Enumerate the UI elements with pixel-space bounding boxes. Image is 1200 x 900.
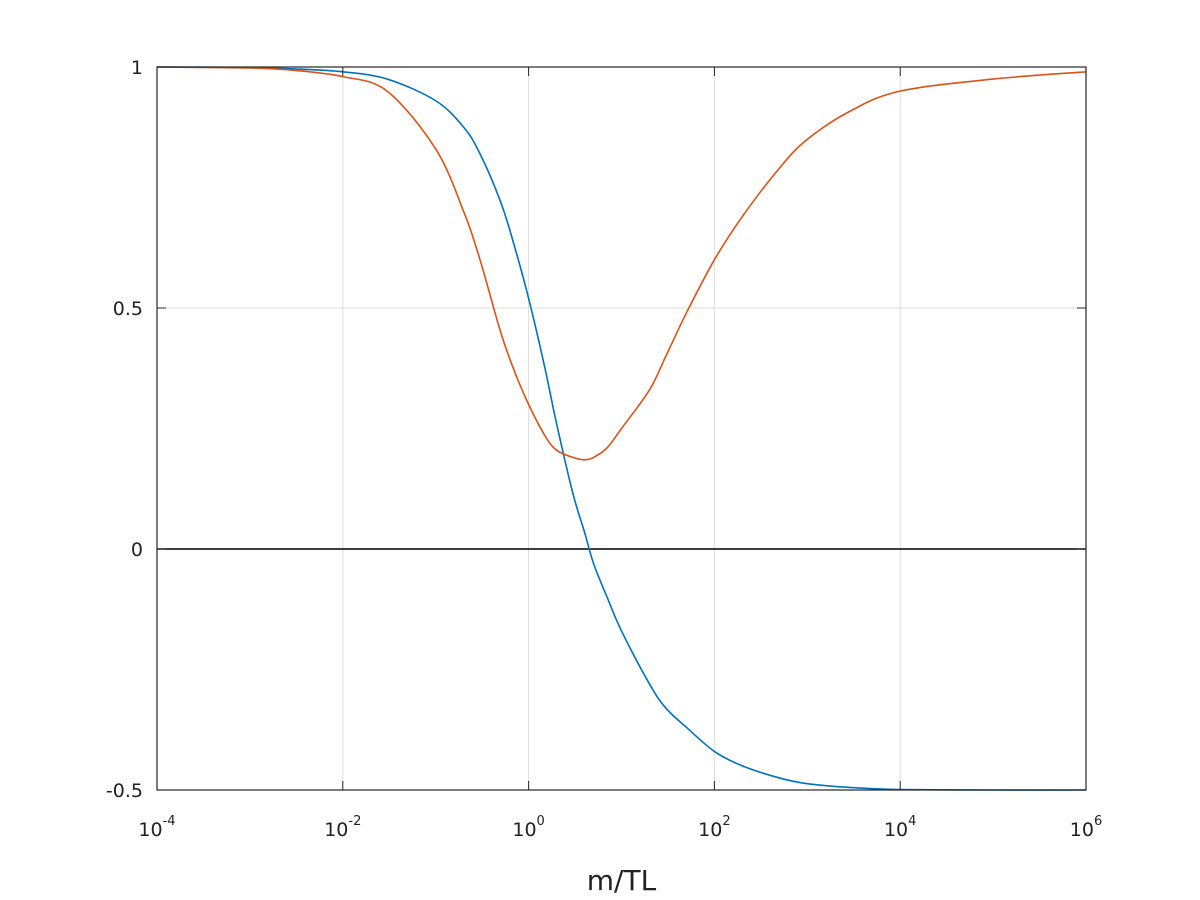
axes-box [156,66,1087,791]
x-tick-label: 104 [884,814,916,841]
x-tick-label: 100 [512,814,544,841]
tick-marks [156,66,1087,791]
series-line-1 [156,66,1087,791]
series-line-2 [156,66,1087,461]
x-tick-label-base: 10 [1070,819,1094,841]
x-tick-label: 10-2 [324,814,361,841]
y-tick-label: -0.5 [106,780,143,802]
x-tick-label-base: 10 [884,819,908,841]
x-axis-label: m/TL [587,864,657,897]
x-tick-label: 106 [1070,814,1102,841]
x-tick-labels: 10-4 10-2 100 102 104 106 [138,814,1102,841]
x-tick-label-base: 10 [324,819,348,841]
x-tick-label-base: 10 [138,819,162,841]
x-tick-label-exponent: 0 [537,814,545,829]
y-tick-label: 0.5 [113,298,143,320]
x-tick-label-base: 10 [512,819,536,841]
y-tick-label: 1 [131,57,143,79]
x-tick-label: 102 [698,814,730,841]
x-tick-label-exponent: 6 [1094,814,1102,829]
x-tick-label-exponent: 2 [722,814,730,829]
y-tick-label: 0 [131,539,143,561]
x-tick-label-base: 10 [698,819,722,841]
x-tick-label: 10-4 [138,814,175,841]
x-tick-label-exponent: -2 [348,814,361,829]
x-tick-label-exponent: -4 [163,814,176,829]
x-tick-label-exponent: 4 [908,814,916,829]
y-tick-labels: 1 0.5 0 -0.5 [106,57,143,802]
series-group [156,66,1087,791]
